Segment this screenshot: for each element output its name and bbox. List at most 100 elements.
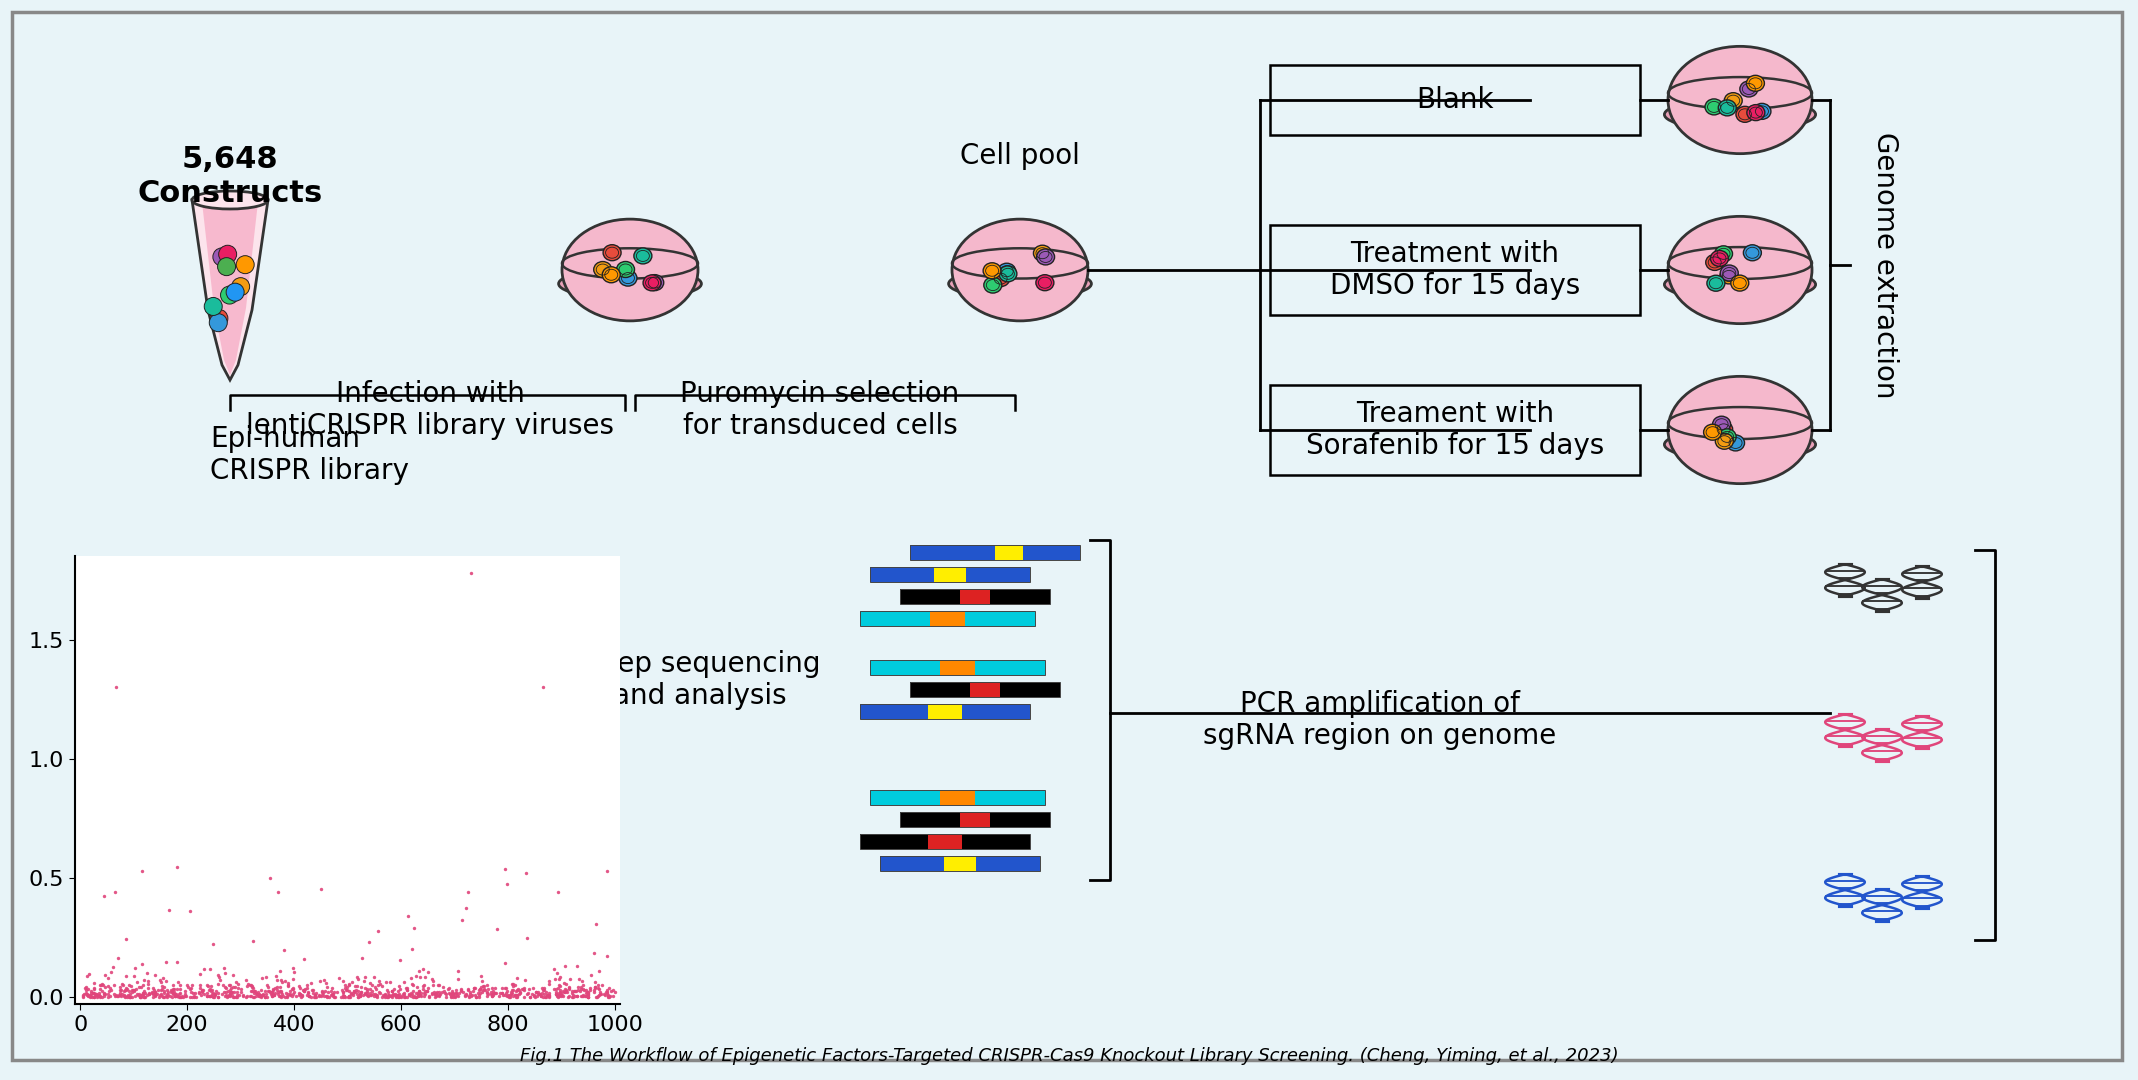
- Point: [295, 981, 329, 998]
- Bar: [859, 704, 1031, 719]
- Point: [210, 983, 244, 1000]
- Point: [470, 981, 505, 998]
- Point: [490, 980, 524, 997]
- Ellipse shape: [1742, 245, 1762, 260]
- Point: [254, 987, 289, 1004]
- Point: [276, 970, 310, 987]
- Point: [133, 984, 167, 1001]
- Text: Blank: Blank: [1415, 86, 1494, 114]
- Point: [376, 987, 410, 1004]
- Point: [286, 981, 321, 998]
- Point: [286, 950, 321, 968]
- Point: [353, 985, 387, 1002]
- Point: [340, 977, 374, 995]
- Point: [571, 986, 605, 1003]
- Bar: [930, 589, 960, 604]
- Point: [348, 980, 383, 997]
- Point: [445, 912, 479, 929]
- Point: [357, 987, 391, 1004]
- Point: [173, 980, 207, 997]
- Point: [524, 985, 558, 1002]
- Point: [567, 981, 601, 998]
- Point: [387, 973, 421, 990]
- Point: [402, 986, 436, 1003]
- Point: [453, 988, 487, 1005]
- Point: [458, 980, 492, 997]
- Point: [265, 985, 299, 1002]
- Point: [259, 978, 293, 996]
- Point: [543, 987, 577, 1004]
- Point: [124, 986, 158, 1003]
- Point: [547, 974, 582, 991]
- Point: [460, 988, 494, 1005]
- Point: [111, 987, 145, 1004]
- Point: [430, 986, 464, 1003]
- Point: [278, 983, 312, 1000]
- Point: [393, 987, 428, 1004]
- Point: [470, 984, 505, 1001]
- Point: [66, 988, 100, 1005]
- Point: [466, 982, 500, 999]
- Point: [455, 982, 490, 999]
- Point: [162, 988, 197, 1005]
- Point: [451, 883, 485, 901]
- Bar: [870, 660, 1045, 675]
- Point: [250, 978, 284, 996]
- Point: [410, 980, 445, 997]
- Point: [547, 957, 582, 974]
- Point: [254, 988, 289, 1005]
- Point: [272, 977, 306, 995]
- Point: [77, 985, 111, 1002]
- Point: [186, 960, 220, 977]
- Point: [378, 986, 413, 1003]
- Point: [597, 981, 631, 998]
- Bar: [1024, 545, 1052, 561]
- Point: [184, 987, 218, 1004]
- Point: [244, 988, 278, 1005]
- Point: [502, 984, 537, 1001]
- Point: [319, 988, 353, 1005]
- Point: [562, 982, 597, 999]
- Point: [590, 987, 624, 1004]
- Bar: [870, 567, 902, 582]
- Point: [470, 976, 505, 994]
- Point: [214, 985, 248, 1002]
- Ellipse shape: [951, 219, 1088, 321]
- Point: [571, 988, 605, 1005]
- Point: [276, 980, 310, 997]
- Polygon shape: [201, 202, 259, 375]
- Point: [421, 976, 455, 994]
- Point: [582, 976, 616, 994]
- Point: [199, 983, 233, 1000]
- Point: [485, 984, 520, 1001]
- Point: [597, 987, 631, 1004]
- Point: [419, 987, 453, 1004]
- Point: [556, 986, 590, 1003]
- Point: [573, 967, 607, 984]
- Circle shape: [218, 245, 237, 264]
- Point: [130, 972, 165, 989]
- Point: [522, 984, 556, 1001]
- Point: [124, 863, 158, 880]
- Point: [381, 988, 415, 1005]
- Point: [79, 986, 113, 1003]
- Point: [145, 982, 180, 999]
- Point: [351, 986, 385, 1003]
- Text: Fig.1 The Workflow of Epigenetic Factors-Targeted CRISPR-Cas9 Knockout Library S: Fig.1 The Workflow of Epigenetic Factors…: [520, 1047, 1618, 1065]
- Point: [167, 987, 201, 1004]
- Point: [184, 966, 218, 983]
- Point: [597, 983, 631, 1000]
- Point: [235, 978, 269, 996]
- Point: [212, 986, 246, 1003]
- Point: [487, 861, 522, 878]
- Point: [257, 985, 291, 1002]
- Point: [263, 978, 297, 996]
- Point: [135, 983, 169, 1000]
- Point: [68, 982, 103, 999]
- Point: [263, 987, 297, 1004]
- Point: [389, 982, 423, 999]
- Bar: [1009, 660, 1045, 675]
- Bar: [1009, 789, 1045, 805]
- Point: [227, 986, 261, 1003]
- Bar: [859, 611, 896, 626]
